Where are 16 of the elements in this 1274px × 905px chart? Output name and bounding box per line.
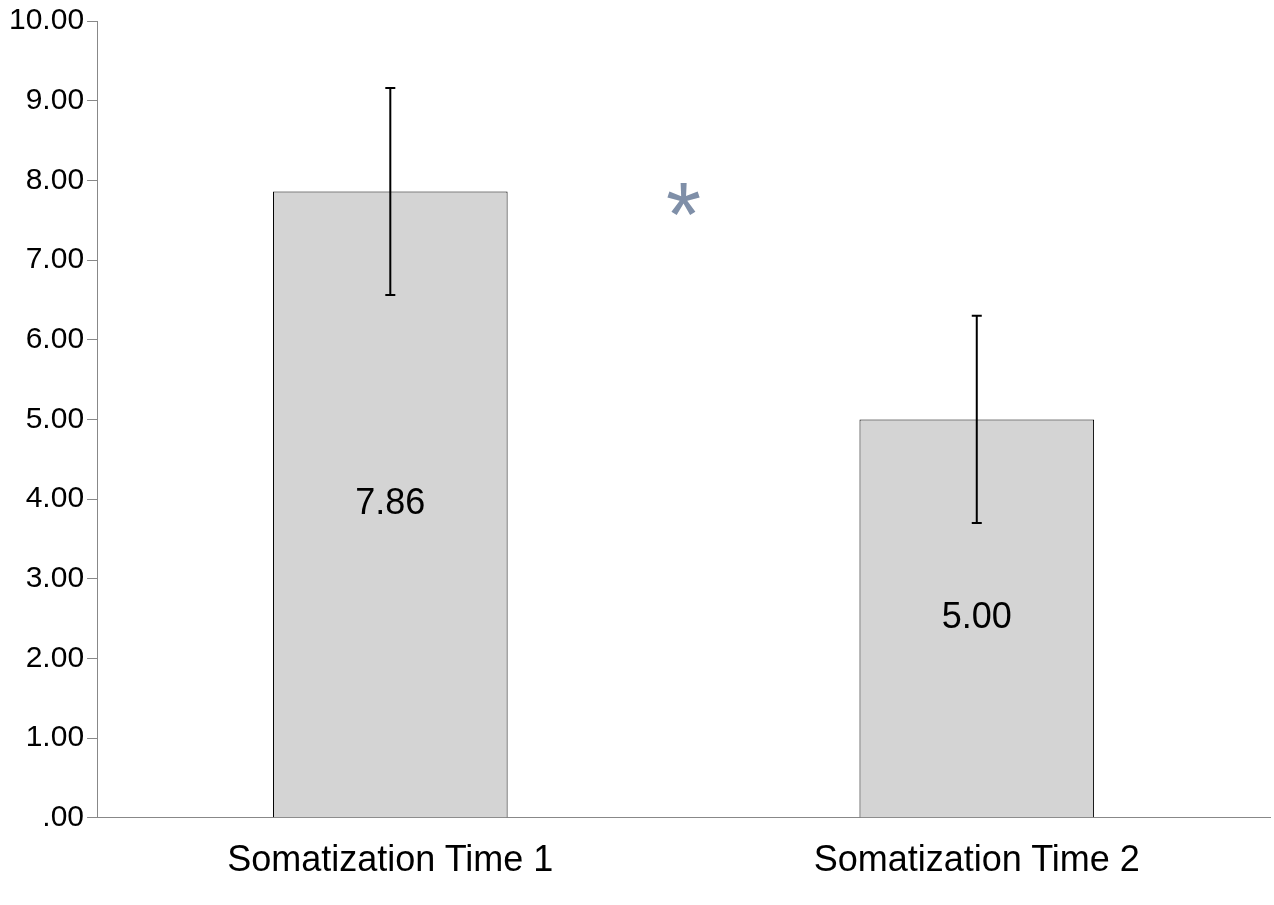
y-tick-label: 2.00 — [25, 639, 85, 673]
annotation: * — [666, 164, 702, 265]
y-tick-label: 4.00 — [25, 480, 85, 514]
x-tick-label: Somatization Time 1 — [227, 838, 554, 880]
y-tick-label: 7.00 — [25, 241, 85, 275]
y-tick-label: 10.00 — [9, 2, 85, 36]
y-tick-label: 9.00 — [25, 81, 85, 115]
y-tick-label: 5.00 — [25, 400, 85, 434]
data-label: 5.00 — [941, 595, 1012, 637]
y-tick-label: 3.00 — [25, 560, 85, 594]
y-tick-label: .00 — [42, 799, 85, 833]
x-tick-label: Somatization Time 2 — [813, 838, 1140, 880]
data-label: 7.86 — [355, 481, 426, 523]
y-tick-label: 1.00 — [25, 719, 85, 753]
y-tick-label: 6.00 — [25, 320, 85, 354]
y-tick-label: 8.00 — [25, 161, 85, 195]
